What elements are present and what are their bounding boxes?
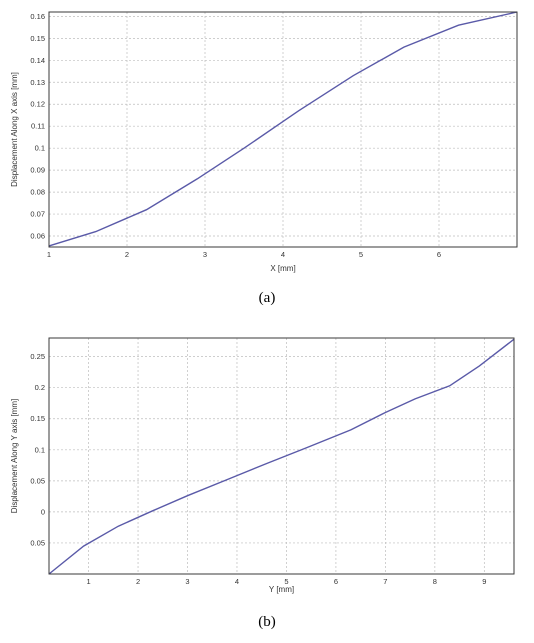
chart-b-y-tick-label: 0.1 (35, 445, 45, 454)
chart-b-frame-border (48, 337, 515, 575)
chart-b: 1 2 3 4 5 6 7 8 9 0.05 0 0.05 0.1 0.15 0.2 0.25 Y [mm] Di… (10, 337, 515, 630)
chart-b-y-tick-label: 0 (41, 507, 45, 516)
chart-a-y-tick-label: 0.15 (30, 34, 45, 43)
chart-b-y-tick-label: 0.05 (30, 476, 45, 485)
chart-a-frame-border (48, 11, 518, 248)
chart-b-y-tick-label: 0.15 (30, 414, 45, 423)
chart-b-x-tick-label: 9 (482, 577, 486, 586)
chart-b-y-tick-label: 0.05 (30, 538, 45, 547)
chart-a-y-tick-label: 0.16 (30, 12, 45, 21)
chart-a-x-tick-label: 1 (47, 250, 51, 259)
chart-a-y-tick-label: 0.14 (30, 56, 45, 65)
chart-b-y-tick-label: 0.25 (30, 352, 45, 361)
chart-b-caption: (b) (258, 614, 276, 630)
chart-a: 1 2 3 4 5 6 0.06 0.07 0.08 0.09 0.1 0.11 0.12 0.13 0.1… (10, 11, 518, 306)
chart-a-y-tick-label: 0.11 (31, 122, 45, 131)
chart-a-x-tick-label: 3 (203, 250, 207, 259)
chart-b-x-tick-label: 2 (136, 577, 140, 586)
chart-a-y-tick-label: 0.09 (30, 166, 45, 175)
chart-a-series-line (48, 11, 518, 247)
chart-b-x-tick-label: 5 (284, 577, 288, 586)
chart-b-x-tick-label: 6 (334, 577, 338, 586)
chart-a-x-axis-title: X [mm] (270, 264, 295, 273)
chart-a-y-tick-label: 0.1 (35, 144, 45, 153)
chart-a-caption: (a) (259, 290, 276, 306)
chart-b-y-tick-label: 0.2 (35, 383, 45, 392)
chart-b-x-tick-label: 1 (86, 577, 90, 586)
chart-a-y-tick-label: 0.12 (30, 100, 45, 109)
chart-b-x-tick-label: 7 (383, 577, 387, 586)
chart-b-x-tick-label: 8 (433, 577, 437, 586)
chart-a-y-tick-label: 0.13 (30, 78, 45, 87)
chart-a-x-tick-label: 4 (281, 250, 285, 259)
chart-a-x-tick-label: 5 (359, 250, 363, 259)
chart-b-x-tick-label: 4 (235, 577, 239, 586)
chart-a-y-tick-label: 0.07 (30, 210, 45, 219)
chart-a-x-tick-label: 6 (437, 250, 441, 259)
chart-a-y-tick-label: 0.06 (30, 232, 45, 241)
chart-a-y-tick-label: 0.08 (30, 188, 45, 197)
chart-b-series-line (48, 338, 515, 575)
chart-b-y-axis-title: Displacement Along Y axis [mm] (10, 399, 19, 513)
chart-b-plot-area (48, 337, 515, 575)
chart-a-x-tick-label: 2 (125, 250, 129, 259)
chart-b-x-axis-title: Y [mm] (269, 585, 294, 594)
chart-b-x-tick-label: 3 (185, 577, 189, 586)
chart-a-y-axis-title: Displacement Along X axis [mm] (10, 72, 19, 187)
